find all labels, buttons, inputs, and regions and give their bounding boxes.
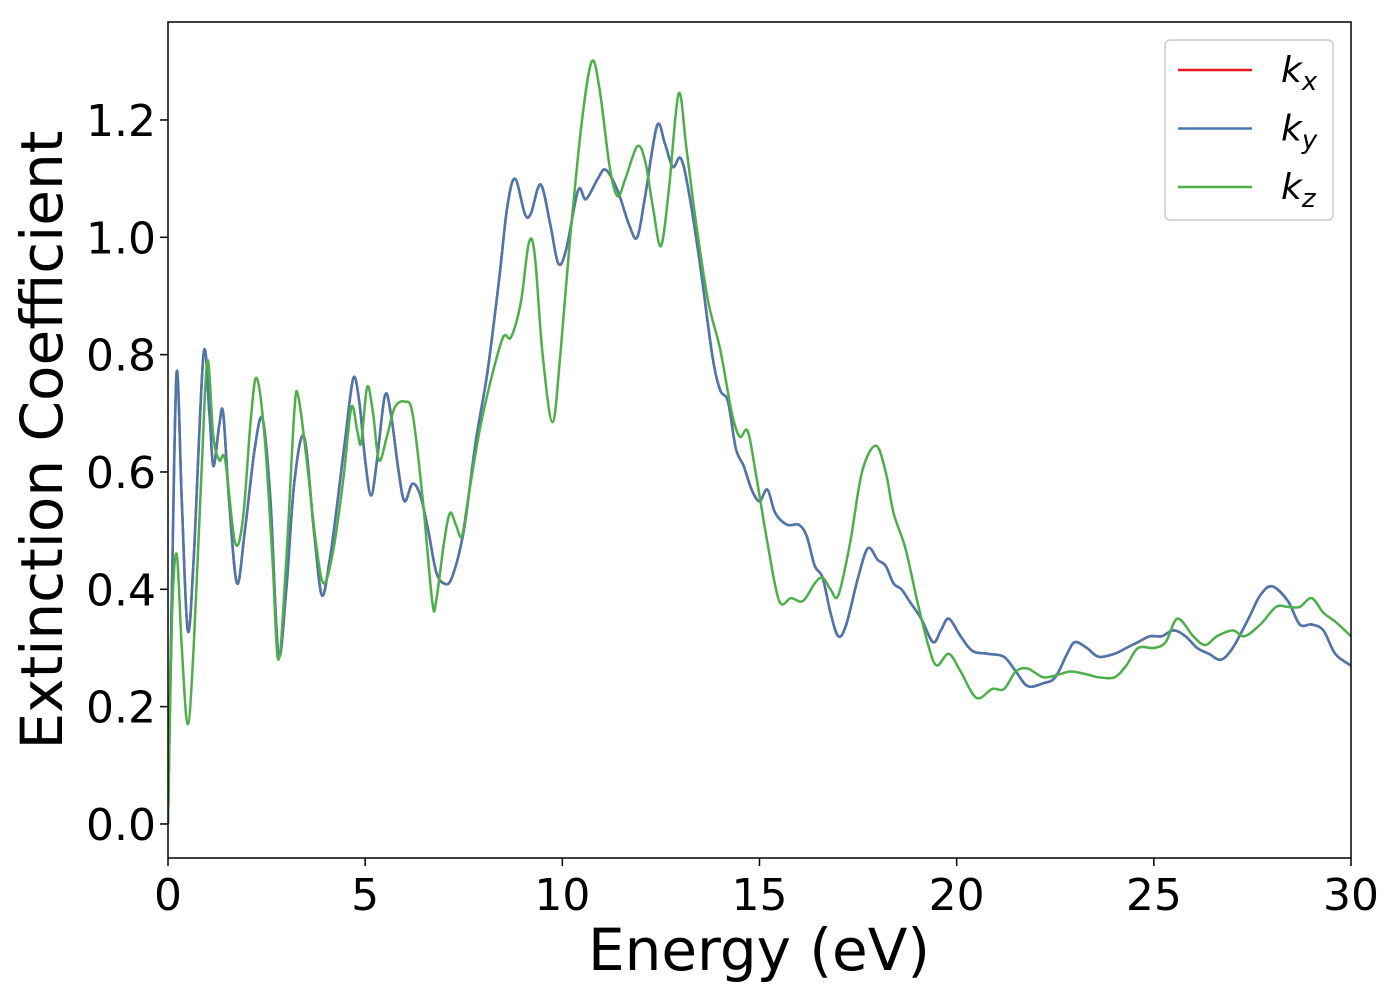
x-tick-label: 0: [154, 870, 182, 921]
legend-label: kz: [1281, 167, 1317, 214]
line-series: [168, 122, 1351, 824]
legend-label: ky: [1281, 109, 1318, 156]
x-tick-label: 30: [1323, 870, 1379, 921]
x-tick-label: 10: [534, 870, 590, 921]
y-tick-label: 1.0: [86, 213, 156, 264]
y-tick-label: 0.8: [86, 331, 156, 382]
y-tick-label: 0.6: [86, 448, 156, 499]
legend-box: [1164, 39, 1334, 221]
y-axis-label: Extinction Coefficient: [8, 131, 76, 750]
x-tick-label: 15: [732, 870, 788, 921]
plot-frame: [167, 21, 1352, 859]
y-tick-label: 1.2: [86, 96, 156, 147]
line-series: [168, 122, 1351, 824]
x-axis-label: Energy (eV): [588, 916, 930, 984]
x-tick-label: 5: [351, 870, 379, 921]
y-tick-label: 0.4: [86, 565, 156, 616]
y-tick-label: 0.0: [86, 800, 156, 851]
x-tick-label: 25: [1126, 870, 1182, 921]
y-tick-label: 0.2: [86, 683, 156, 734]
line-series: [168, 59, 1351, 824]
legend-label: kx: [1281, 50, 1318, 97]
x-tick-label: 20: [929, 870, 985, 921]
